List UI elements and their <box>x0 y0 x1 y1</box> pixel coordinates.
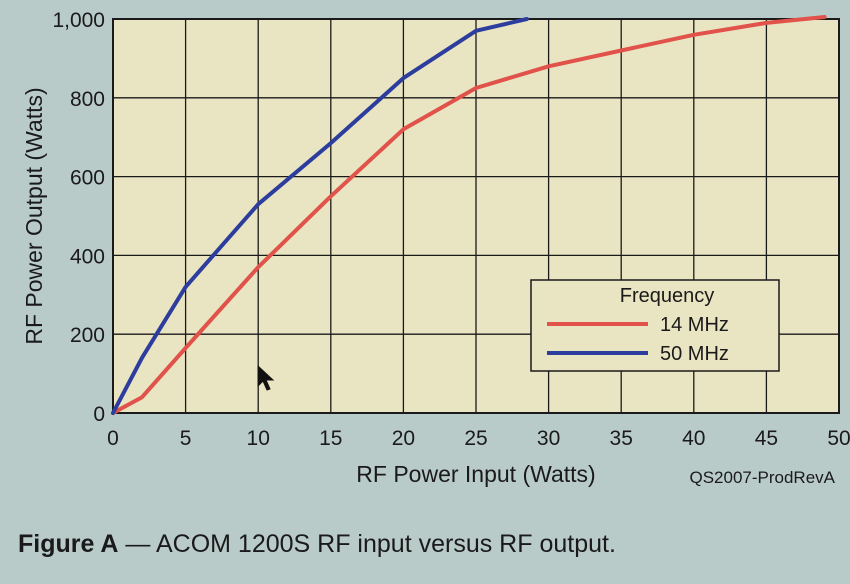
mouse-cursor-icon <box>257 364 275 391</box>
grid <box>112 18 840 414</box>
y-tick-label: 800 <box>70 88 105 111</box>
x-tick-label: 15 <box>319 427 342 450</box>
x-tick-label: 25 <box>464 427 487 450</box>
y-tick-label: 600 <box>70 167 105 190</box>
legend: Frequency 14 MHz 50 MHz <box>530 279 780 372</box>
x-tick-label: 50 <box>827 427 850 450</box>
x-tick-label: 10 <box>247 427 270 450</box>
x-tick-label: 35 <box>610 427 633 450</box>
y-tick-label: 1,000 <box>52 9 105 32</box>
series-lines <box>111 15 827 415</box>
y-axis-title: RF Power Output (Watts) <box>21 87 47 344</box>
legend-label-50mhz: 50 MHz <box>660 343 729 365</box>
plot-frame <box>112 18 840 414</box>
y-tick-label: 0 <box>93 403 105 426</box>
series-line-14mhz <box>111 15 827 415</box>
x-axis-title: RF Power Input (Watts) <box>356 461 595 487</box>
legend-label-14mhz: 14 MHz <box>660 314 729 336</box>
x-tick-label: 45 <box>755 427 778 450</box>
x-tick-labels: 0 5 10 15 20 25 30 35 40 45 50 <box>107 427 850 450</box>
figure-caption: Figure A — ACOM 1200S RF input versus RF… <box>18 530 616 559</box>
x-tick-label: 20 <box>392 427 415 450</box>
caption-text: — ACOM 1200S RF input versus RF output. <box>118 530 616 558</box>
figure-id: QS2007-ProdRevA <box>689 468 835 487</box>
series-line-50mhz <box>111 17 529 415</box>
x-tick-label: 40 <box>682 427 705 450</box>
caption-label: Figure A <box>18 530 119 558</box>
x-tick-label: 5 <box>180 427 192 450</box>
line-chart: 0 5 10 15 20 25 30 35 40 45 50 02004006008001,000 … <box>21 9 850 487</box>
x-tick-label: 30 <box>537 427 560 450</box>
y-tick-labels: 0 200 400 600 800 1,000 <box>52 9 105 426</box>
x-tick-label: 0 <box>107 427 119 450</box>
y-tick-label: 400 <box>70 245 105 268</box>
y-tick-label: 200 <box>70 324 105 347</box>
legend-title: Frequency <box>620 285 715 307</box>
